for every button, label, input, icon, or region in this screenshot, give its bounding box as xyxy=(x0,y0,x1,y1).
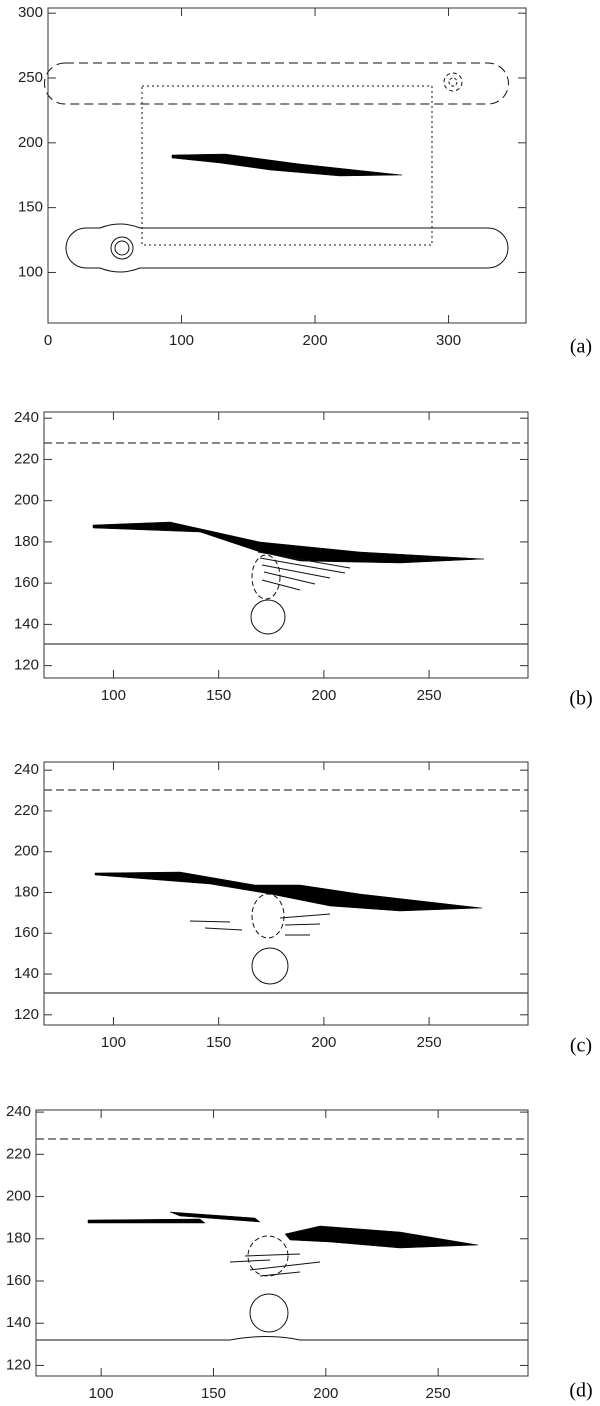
plot-frame xyxy=(43,761,529,1026)
x-tick-label: 250 xyxy=(417,687,442,704)
solid-ring xyxy=(251,947,289,985)
x-tick-label: 250 xyxy=(426,1385,451,1402)
panel-b-shapes xyxy=(44,442,528,645)
plot-frame xyxy=(43,411,529,679)
filament xyxy=(94,871,483,912)
panel-label: (a) xyxy=(570,336,592,358)
y-tick-label: 100 xyxy=(18,263,43,280)
dashed-ring xyxy=(251,893,285,939)
y-tick-label: 200 xyxy=(6,1188,31,1205)
y-tick-label: 240 xyxy=(14,761,39,778)
y-tick-label: 220 xyxy=(14,802,39,819)
x-tick-label: 100 xyxy=(169,332,194,349)
filament xyxy=(87,1218,206,1224)
filament xyxy=(171,153,403,177)
dashed-ring xyxy=(251,554,281,600)
solid-ring xyxy=(249,1293,289,1333)
y-tick-label: 180 xyxy=(14,533,39,550)
y-tick-label: 220 xyxy=(6,1145,31,1162)
y-tick-label: 160 xyxy=(14,574,39,591)
dashed-ring xyxy=(247,1235,289,1277)
panel-label: (b) xyxy=(569,688,592,710)
y-tick-label: 140 xyxy=(14,965,39,982)
y-tick-label: 140 xyxy=(6,1314,31,1331)
y-tick-label: 200 xyxy=(18,134,43,151)
dashed-loop xyxy=(44,62,509,105)
y-tick-label: 220 xyxy=(14,450,39,467)
y-tick-label: 120 xyxy=(6,1356,31,1373)
panel-d-shapes xyxy=(36,1138,528,1341)
panel-a-shapes xyxy=(44,62,509,273)
strands xyxy=(229,1253,321,1277)
plot-frame xyxy=(47,7,527,324)
solid-ring xyxy=(110,236,134,260)
dashed-ring xyxy=(443,72,463,92)
x-tick-label: 150 xyxy=(206,1034,231,1051)
strands xyxy=(189,913,331,936)
y-tick-label: 140 xyxy=(14,615,39,632)
x-tick-label: 100 xyxy=(101,687,126,704)
solid-line xyxy=(36,1336,528,1341)
y-tick-label: 150 xyxy=(18,199,43,216)
dotted-box xyxy=(141,85,433,246)
y-tick-label: 240 xyxy=(14,409,39,426)
y-tick-label: 200 xyxy=(14,492,39,509)
panel-label: (d) xyxy=(569,1380,592,1402)
solid-ring xyxy=(250,599,286,635)
x-tick-label: 250 xyxy=(417,1034,442,1051)
y-tick-label: 160 xyxy=(6,1272,31,1289)
plot-frame xyxy=(35,1109,529,1377)
y-tick-label: 160 xyxy=(14,924,39,941)
x-tick-label: 200 xyxy=(303,332,328,349)
y-tick-label: 120 xyxy=(14,1006,39,1023)
dashed-ring xyxy=(448,77,458,87)
filament xyxy=(169,1211,261,1223)
y-tick-label: 300 xyxy=(18,4,43,21)
x-tick-label: 200 xyxy=(313,1385,338,1402)
y-tick-label: 120 xyxy=(14,657,39,674)
x-tick-label: 0 xyxy=(44,332,52,349)
x-tick-label: 100 xyxy=(101,1034,126,1051)
x-tick-label: 300 xyxy=(436,332,461,349)
y-tick-label: 200 xyxy=(14,843,39,860)
x-tick-label: 200 xyxy=(311,687,336,704)
y-tick-label: 180 xyxy=(14,883,39,900)
x-tick-label: 150 xyxy=(201,1385,226,1402)
y-tick-label: 240 xyxy=(6,1103,31,1120)
x-tick-label: 150 xyxy=(206,687,231,704)
panel-label: (c) xyxy=(570,1035,592,1057)
y-tick-label: 250 xyxy=(18,69,43,86)
panel-c-shapes xyxy=(44,789,528,994)
filament xyxy=(92,521,485,564)
x-tick-label: 100 xyxy=(89,1385,114,1402)
x-tick-label: 200 xyxy=(311,1034,336,1051)
strands xyxy=(257,551,351,591)
solid-ring xyxy=(114,240,130,256)
solid-loop xyxy=(65,223,509,273)
filament xyxy=(284,1225,479,1249)
y-tick-label: 180 xyxy=(6,1230,31,1247)
